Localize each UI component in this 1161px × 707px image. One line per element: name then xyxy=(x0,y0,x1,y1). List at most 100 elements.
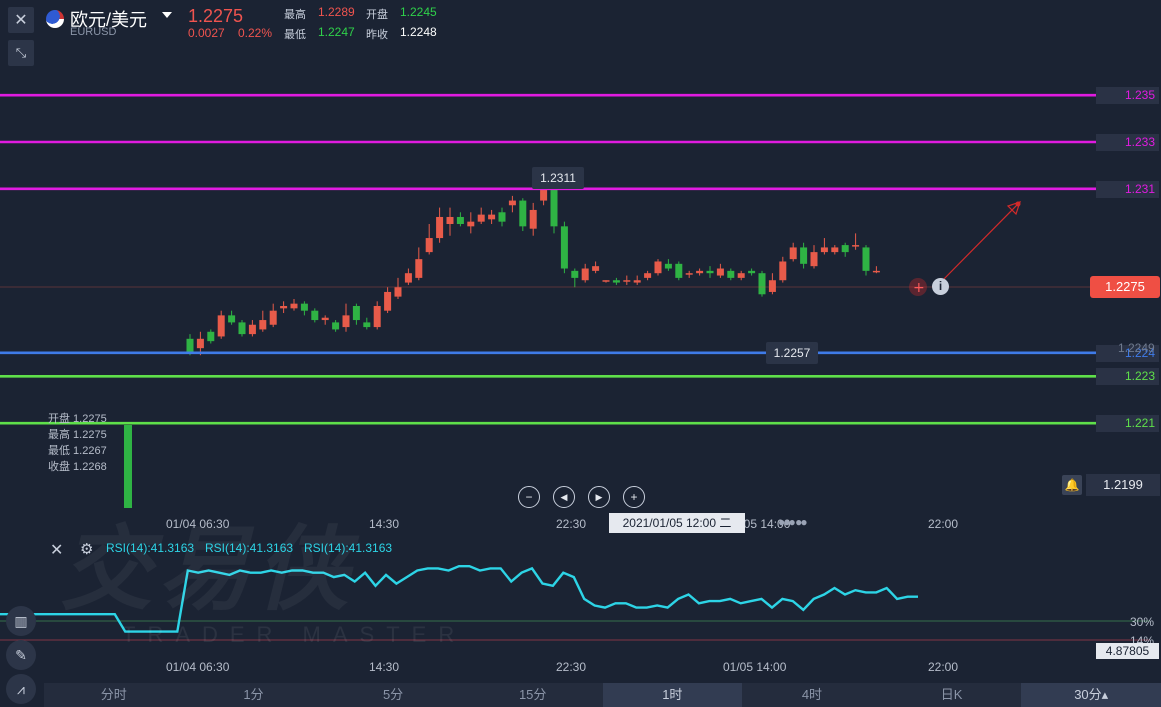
tab-15min[interactable]: 15分 xyxy=(518,687,547,702)
candle-body[interactable] xyxy=(394,287,402,297)
tab-30min[interactable]: 30分▴ xyxy=(1021,683,1161,707)
candle-body[interactable] xyxy=(664,263,672,269)
rsi-settings-icon[interactable]: ⚙ xyxy=(80,541,94,558)
candle-body[interactable] xyxy=(560,226,568,269)
candle-body[interactable] xyxy=(748,270,756,274)
candle-body[interactable] xyxy=(248,324,256,335)
candle-body[interactable] xyxy=(820,247,828,253)
candle-body[interactable] xyxy=(654,261,662,274)
candle-body[interactable] xyxy=(477,214,485,222)
candle-body[interactable] xyxy=(207,331,215,342)
candle-body[interactable] xyxy=(779,261,787,281)
candle-body[interactable] xyxy=(321,317,329,321)
candle-body[interactable] xyxy=(436,216,444,239)
candle-body[interactable] xyxy=(217,315,225,337)
candle-body[interactable] xyxy=(737,273,745,278)
tab-1min[interactable]: 1分 xyxy=(243,687,264,702)
candle-body[interactable] xyxy=(529,209,537,229)
level-label-1235[interactable]: 1.235 xyxy=(1096,87,1159,105)
candle-body[interactable] xyxy=(259,320,267,330)
candle-body[interactable] xyxy=(280,306,288,309)
tab-time-share[interactable]: 分时 xyxy=(100,687,127,702)
candle-body[interactable] xyxy=(300,303,308,311)
candle-body[interactable] xyxy=(373,306,381,328)
bell-icon[interactable]: 🔔 xyxy=(1062,475,1082,495)
info-icon[interactable]: i xyxy=(932,278,949,295)
candle-body[interactable] xyxy=(727,270,735,278)
close-icon[interactable]: ✕ xyxy=(8,7,34,33)
level-label-1223[interactable]: 1.223 xyxy=(1096,368,1159,386)
tab-5min[interactable]: 5分 xyxy=(382,687,404,702)
candle-body[interactable] xyxy=(352,306,360,321)
candle-body[interactable] xyxy=(186,338,194,353)
rsi-close-icon[interactable]: ✕ xyxy=(50,542,64,559)
candle-body[interactable] xyxy=(540,186,548,201)
candle-body[interactable] xyxy=(831,247,839,253)
candle-body[interactable] xyxy=(841,245,849,253)
candle-body[interactable] xyxy=(592,266,600,271)
candle-body[interactable] xyxy=(623,280,631,282)
candle-body[interactable] xyxy=(852,245,860,247)
candle-body[interactable] xyxy=(363,322,371,328)
candle-body[interactable] xyxy=(425,238,433,253)
candle-body[interactable] xyxy=(238,322,246,335)
candle-body[interactable] xyxy=(415,259,423,278)
candle-body[interactable] xyxy=(467,221,475,227)
level-label-1224[interactable]: 1.224 xyxy=(1096,344,1159,362)
candle-body[interactable] xyxy=(581,268,589,281)
tab-daily[interactable]: 日K xyxy=(940,687,963,702)
candle-body[interactable] xyxy=(446,216,454,224)
candle-body[interactable] xyxy=(872,270,880,273)
candle-body[interactable] xyxy=(519,200,527,227)
candle-body[interactable] xyxy=(800,247,808,264)
zoom-in-button[interactable]: + xyxy=(623,486,645,508)
candle-body[interactable] xyxy=(498,212,506,222)
candle-body[interactable] xyxy=(685,273,693,275)
level-label-1231[interactable]: 1.231 xyxy=(1096,180,1159,198)
zoom-out-button[interactable]: − xyxy=(518,486,540,508)
candle-body[interactable] xyxy=(789,247,797,260)
chevron-down-icon[interactable] xyxy=(162,12,172,18)
candle-body[interactable] xyxy=(196,338,204,349)
alert-price[interactable]: 1.2199 xyxy=(1086,474,1160,496)
candle-body[interactable] xyxy=(768,280,776,292)
trend-arrow[interactable] xyxy=(937,203,1019,286)
candle-body[interactable] xyxy=(384,291,392,311)
ohlc-bar xyxy=(124,425,132,508)
candle-body[interactable] xyxy=(311,310,319,321)
candle-body[interactable] xyxy=(342,315,350,328)
candle-body[interactable] xyxy=(810,252,818,267)
candle-body[interactable] xyxy=(758,273,766,295)
candle-body[interactable] xyxy=(696,270,704,274)
tab-1hour[interactable]: 1时 xyxy=(602,683,743,707)
candle-body[interactable] xyxy=(488,214,496,220)
candle-body[interactable] xyxy=(269,310,277,325)
candle-body[interactable] xyxy=(633,280,641,283)
collapse-arrows-icon[interactable]: ⤡ xyxy=(8,40,34,66)
candle-body[interactable] xyxy=(862,247,870,271)
candle-body[interactable] xyxy=(290,303,298,309)
line-chart-icon[interactable]: ⩘ xyxy=(6,674,36,704)
candle-body[interactable] xyxy=(706,270,714,274)
candle-body[interactable] xyxy=(571,270,579,278)
level-label-1221[interactable]: 1.221 xyxy=(1096,415,1159,433)
indicator-icon[interactable]: ▥ xyxy=(6,606,36,636)
candle-body[interactable] xyxy=(456,216,464,224)
candle-body[interactable] xyxy=(508,200,516,206)
level-label-1233[interactable]: 1.233 xyxy=(1096,134,1159,151)
candle-body[interactable] xyxy=(612,280,620,283)
candle-body[interactable] xyxy=(675,263,683,278)
candle-body[interactable] xyxy=(332,322,340,330)
tab-4hour[interactable]: 4时 xyxy=(801,687,823,702)
candle-body[interactable] xyxy=(550,186,558,227)
candle-body[interactable] xyxy=(602,280,610,282)
prev-icon[interactable]: ◀ xyxy=(553,486,575,508)
candle-body[interactable] xyxy=(404,273,412,283)
candle-body[interactable] xyxy=(716,268,724,276)
candle-body[interactable] xyxy=(228,315,236,323)
symbol-name[interactable]: 欧元/美元 xyxy=(70,10,148,30)
crosshair-time-tag: 2021/01/05 12:00 二 xyxy=(609,513,745,533)
next-icon[interactable]: ▶ xyxy=(588,486,610,508)
pencil-icon[interactable]: ✎ xyxy=(6,640,36,670)
candle-body[interactable] xyxy=(644,273,652,278)
